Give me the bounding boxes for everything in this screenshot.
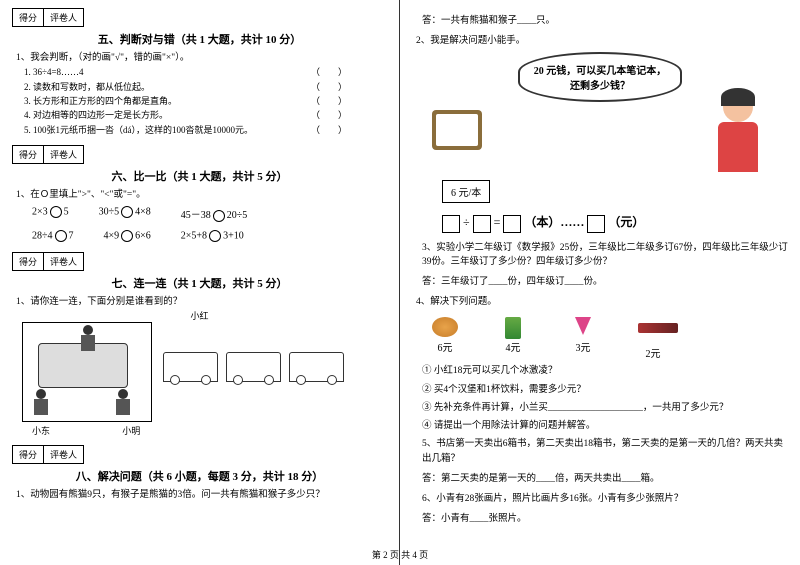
compare-row-1: 2×35 30÷54×8 45－3820÷5 [32, 206, 387, 222]
drink-icon [505, 317, 521, 339]
q4-3: ③ 先补充条件再计算，小兰买____________________，一共用了多… [422, 401, 788, 415]
right-column: 答：一共有熊猫和猴子____只。 2、我是解决问题小能手。 20 元钱，可以买几… [400, 0, 800, 565]
q2-figure: 20 元钱，可以买几本笔记本， 还剩多少钱？ [412, 52, 788, 172]
section-8-title: 八、解决问题（共 6 小题，每题 3 分，共计 18 分） [12, 468, 387, 484]
grader-label: 评卷人 [44, 9, 83, 26]
sec5-i1: 1. 36÷4=8……4（ ） [24, 65, 387, 79]
q4-1: ① 小红18元可以买几个冰激凌？ [422, 364, 788, 378]
q3: 3、实验小学二年级订《数学报》25份，三年级比二年级多订67份，四年级比三年级少… [422, 241, 788, 270]
score-label: 得分 [13, 9, 44, 26]
price-tag: 6 元/本 [442, 180, 490, 203]
score-box-7: 得分 评卷人 [12, 252, 84, 271]
snack-drink: 4元 [498, 317, 528, 360]
girl-icon [708, 92, 768, 192]
kid-top-icon [78, 325, 98, 355]
q2-lead: 2、我是解决问题小能手。 [416, 34, 788, 48]
choco-bar-icon [638, 323, 678, 333]
cookie-icon [432, 317, 458, 337]
snack-bar: 2元 [638, 317, 668, 360]
kid-left-icon [31, 389, 51, 419]
ans1: 答：一共有熊猫和猴子____只。 [422, 12, 788, 26]
section-5-title: 五、判断对与错（共 1 大题，共计 10 分） [12, 31, 387, 47]
bottom-labels: 小东 小明 [32, 424, 387, 437]
van-icon [289, 352, 344, 382]
label-xiaohong: 小红 [12, 309, 387, 322]
sec8-q1: 1、动物园有熊猫9只，有猴子是熊猫的3倍。问一共有熊猫和猴子多少只？ [16, 488, 387, 502]
icecream-icon [575, 317, 591, 335]
q4-4: ④ 请提出一个用除法计算的问题并解答。 [422, 419, 788, 433]
van-options [163, 352, 344, 382]
snack-row: 6元 4元 3元 2元 [432, 317, 788, 360]
q4-2: ② 买4个汉堡和1杯饮料，需要多少元？ [422, 383, 788, 397]
snack-cookie: 6元 [432, 317, 458, 360]
q4-lead: 4、解决下列问题。 [416, 295, 788, 309]
speech-bubble: 20 元钱，可以买几本笔记本， 还剩多少钱？ [518, 52, 683, 102]
score-box-8: 得分 评卷人 [12, 445, 84, 464]
scene-box [22, 322, 152, 422]
compare-row-2: 28÷47 4×96×6 2×5+83+10 [32, 230, 387, 242]
page-footer: 第 2 页 共 4 页 [0, 548, 800, 561]
equation-row: ÷ = （本）…… （元） [442, 213, 788, 232]
ans5: 答：第二天卖的是第一天的____倍，两天共卖出____箱。 [422, 470, 788, 484]
sec5-i2: 2. 读数和写数时，都从低位起。（ ） [24, 80, 387, 94]
sec5-i3: 3. 长方形和正方形的四个角都是直角。（ ） [24, 94, 387, 108]
score-box-6: 得分 评卷人 [12, 145, 84, 164]
kid-right-icon [113, 389, 133, 419]
sec5-i4: 4. 对边相等的四边形一定是长方形。（ ） [24, 108, 387, 122]
section-7-title: 七、连一连（共 1 大题，共计 5 分） [12, 275, 387, 291]
section-6-title: 六、比一比（共 1 大题，共计 5 分） [12, 168, 387, 184]
connect-figure [12, 322, 387, 422]
q6: 6、小青有28张画片，照片比画片多16张。小青有多少张照片？ [422, 492, 788, 506]
sec5-lead: 1、我会判断，（对的画"√"，错的画"×"）。 [16, 51, 387, 65]
score-box-5: 得分 评卷人 [12, 8, 84, 27]
ans6: 答：小青有____张照片。 [422, 510, 788, 524]
van-icon [163, 352, 218, 382]
sec7-lead: 1、请你连一连，下面分别是谁看到的？ [16, 295, 387, 309]
sec5-i5: 5. 100张1元纸币捆一沓（dá），这样的100沓就是10000元。（ ） [24, 123, 387, 137]
q5: 5、书店第一天卖出6箱书，第二天卖出18箱书，第二天卖的是第一天的几倍？两天共卖… [422, 437, 788, 466]
van-icon [226, 352, 281, 382]
left-column: 得分 评卷人 五、判断对与错（共 1 大题，共计 10 分） 1、我会判断，（对… [0, 0, 400, 565]
ans3: 答：三年级订了____份，四年级订____份。 [422, 273, 788, 287]
snack-cone: 3元 [568, 317, 598, 360]
sec6-lead: 1、在Ｏ里填上">"、"<"或"="。 [16, 188, 387, 202]
notebook-icon [432, 110, 482, 150]
